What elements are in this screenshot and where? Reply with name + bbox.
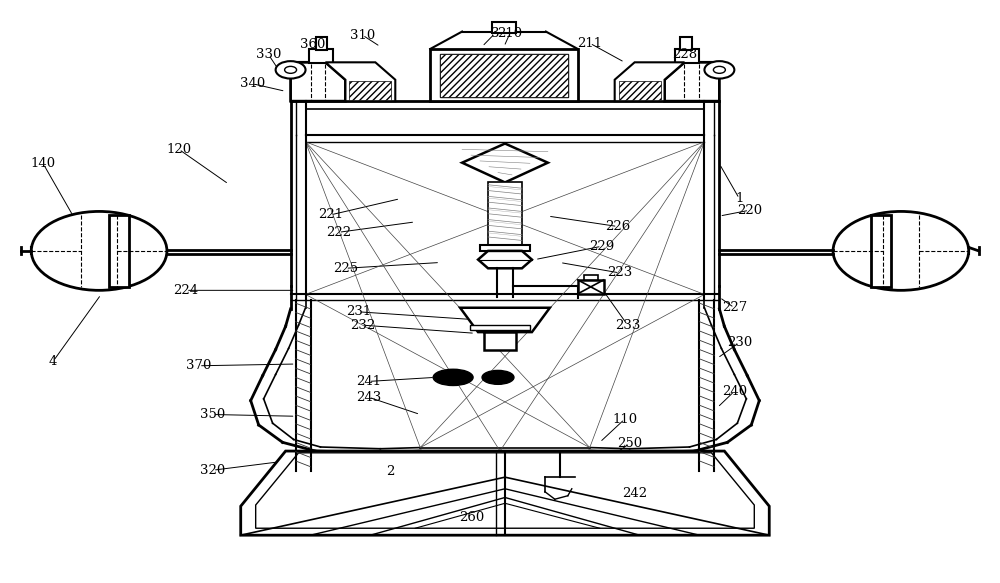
Text: 3: 3 xyxy=(491,27,499,40)
Text: 221: 221 xyxy=(318,208,343,222)
Polygon shape xyxy=(478,251,532,268)
Circle shape xyxy=(31,212,167,290)
Bar xyxy=(492,22,516,33)
Ellipse shape xyxy=(482,370,514,384)
Circle shape xyxy=(285,66,297,73)
Text: 140: 140 xyxy=(31,157,56,170)
Polygon shape xyxy=(619,82,661,100)
Polygon shape xyxy=(325,62,395,101)
Text: 233: 233 xyxy=(615,319,640,332)
Text: 228: 228 xyxy=(672,48,697,61)
Bar xyxy=(480,245,530,251)
Bar xyxy=(871,215,891,287)
Text: 110: 110 xyxy=(612,413,637,426)
Circle shape xyxy=(704,61,734,79)
Polygon shape xyxy=(349,82,391,100)
Bar xyxy=(470,325,530,330)
Text: 231: 231 xyxy=(346,305,371,318)
Text: 226: 226 xyxy=(605,220,630,233)
Polygon shape xyxy=(615,62,684,101)
Circle shape xyxy=(833,212,969,290)
Text: 243: 243 xyxy=(356,391,381,403)
Text: 240: 240 xyxy=(722,385,747,398)
Text: 320: 320 xyxy=(200,463,225,477)
Bar xyxy=(578,280,604,294)
Bar xyxy=(488,182,522,246)
Bar xyxy=(440,54,568,97)
Polygon shape xyxy=(462,143,548,182)
Text: 220: 220 xyxy=(737,204,762,217)
Text: 229: 229 xyxy=(589,240,614,253)
Bar xyxy=(309,49,333,64)
Text: 340: 340 xyxy=(240,78,265,90)
Bar xyxy=(484,332,516,350)
Text: 2: 2 xyxy=(386,465,394,478)
Text: 310: 310 xyxy=(350,29,375,41)
Bar xyxy=(430,49,578,101)
Polygon shape xyxy=(241,451,769,535)
Bar xyxy=(680,37,692,50)
Text: 227: 227 xyxy=(722,301,747,314)
Text: 360: 360 xyxy=(300,38,325,51)
Text: 210: 210 xyxy=(497,27,523,40)
Circle shape xyxy=(713,66,725,73)
Text: 370: 370 xyxy=(186,359,212,373)
Polygon shape xyxy=(256,453,754,528)
Text: 120: 120 xyxy=(166,143,191,156)
Bar xyxy=(109,215,129,287)
Circle shape xyxy=(276,61,306,79)
Text: 260: 260 xyxy=(459,511,485,524)
Text: 241: 241 xyxy=(356,375,381,388)
Text: 211: 211 xyxy=(577,37,602,50)
Text: 224: 224 xyxy=(173,284,198,297)
Text: 225: 225 xyxy=(333,262,358,275)
Polygon shape xyxy=(440,54,568,97)
Polygon shape xyxy=(291,62,345,101)
Text: 250: 250 xyxy=(617,437,642,450)
Text: 330: 330 xyxy=(256,48,281,61)
Polygon shape xyxy=(665,62,719,101)
Text: 223: 223 xyxy=(607,266,632,279)
Ellipse shape xyxy=(433,369,473,385)
Text: 1: 1 xyxy=(735,192,744,205)
Text: 242: 242 xyxy=(622,487,647,500)
Bar xyxy=(675,49,699,64)
Text: 232: 232 xyxy=(350,319,375,332)
Polygon shape xyxy=(460,308,550,332)
Bar xyxy=(316,37,327,50)
Text: 4: 4 xyxy=(49,354,57,368)
Bar xyxy=(584,275,598,280)
Text: 230: 230 xyxy=(727,336,752,349)
Text: 350: 350 xyxy=(200,408,225,421)
Text: 222: 222 xyxy=(326,226,351,239)
